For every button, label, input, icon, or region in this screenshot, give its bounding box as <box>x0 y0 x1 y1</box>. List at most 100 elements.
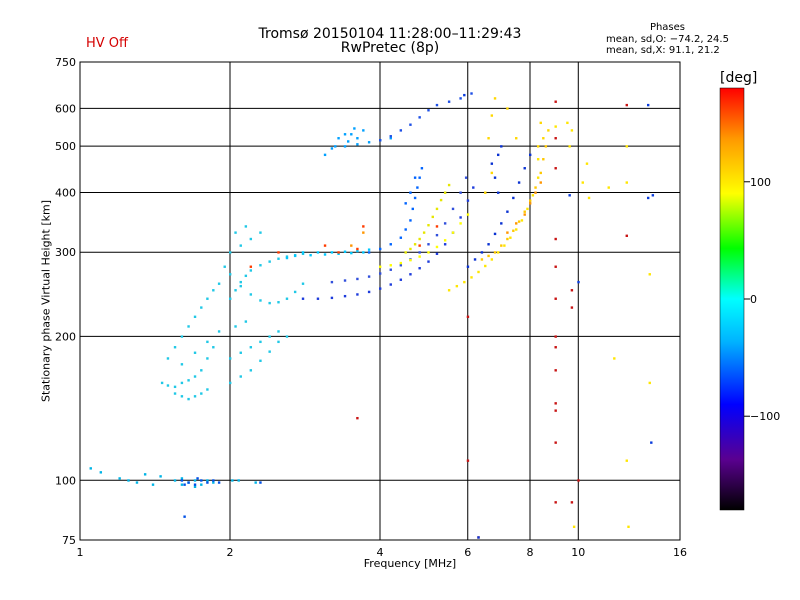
data-point <box>367 275 371 278</box>
data-point <box>570 306 574 309</box>
data-point <box>399 261 403 265</box>
data-point <box>529 199 532 202</box>
data-point <box>487 243 490 246</box>
data-point <box>180 335 184 338</box>
data-point <box>173 479 177 482</box>
data-point <box>259 231 262 234</box>
data-point <box>496 191 500 194</box>
data-point <box>353 127 356 130</box>
hv-status-label: HV Off <box>86 36 128 51</box>
data-point <box>206 481 209 484</box>
data-point <box>389 268 392 271</box>
data-point <box>409 247 412 251</box>
chart-points <box>89 92 655 539</box>
phase-stats: Phases mean, sd,O: −74.2, 24.5 mean, sd,… <box>606 22 729 57</box>
data-point <box>183 515 186 518</box>
data-point <box>350 244 353 247</box>
data-point <box>323 153 327 157</box>
data-point <box>500 222 503 225</box>
data-point <box>493 232 497 236</box>
data-point <box>463 93 466 97</box>
data-point <box>143 473 147 476</box>
data-point <box>554 441 557 444</box>
data-point <box>409 273 412 276</box>
data-point <box>523 213 526 216</box>
data-point <box>459 191 462 194</box>
x-tick-label: 10 <box>571 546 585 559</box>
data-point <box>389 243 392 246</box>
data-point <box>422 231 426 234</box>
data-point <box>625 145 628 148</box>
data-point <box>466 265 470 268</box>
data-point <box>166 357 170 360</box>
data-point <box>160 381 164 385</box>
data-point <box>239 375 242 378</box>
data-point <box>487 254 490 258</box>
data-point <box>379 265 382 268</box>
colorbar-tick-label: 100 <box>750 176 771 189</box>
y-tick-label: 500 <box>55 140 76 153</box>
y-tick-label: 75 <box>62 534 76 547</box>
data-point <box>566 121 569 125</box>
data-point <box>389 283 392 286</box>
data-point <box>470 276 473 279</box>
data-point <box>515 137 518 140</box>
data-point <box>135 481 139 484</box>
data-point <box>443 191 447 194</box>
data-point <box>127 479 130 482</box>
data-point <box>212 289 215 292</box>
colorbar-tick-label: 0 <box>750 293 757 306</box>
data-point <box>577 479 580 482</box>
data-point <box>490 114 494 117</box>
colorbar-tick-label: −100 <box>750 410 780 423</box>
data-point <box>447 183 451 187</box>
data-point <box>239 351 242 354</box>
data-point <box>523 210 526 213</box>
chart-grid <box>80 62 680 540</box>
data-point <box>625 103 628 107</box>
data-point <box>334 145 337 148</box>
data-point <box>193 483 197 486</box>
data-point <box>244 320 248 323</box>
data-point <box>99 471 103 474</box>
data-point <box>418 116 421 119</box>
data-point <box>389 264 392 267</box>
data-point <box>413 176 417 179</box>
data-point <box>399 264 403 267</box>
phase-stats-heading: Phases <box>649 22 686 33</box>
data-point <box>529 202 532 205</box>
data-point <box>490 171 494 175</box>
data-point <box>418 251 421 254</box>
data-point <box>343 133 347 136</box>
data-point <box>206 297 209 300</box>
data-point <box>346 140 350 143</box>
data-point <box>200 369 203 372</box>
data-point <box>293 254 297 258</box>
data-point <box>379 139 382 142</box>
data-point <box>249 269 253 272</box>
data-point <box>183 483 186 486</box>
data-point <box>443 239 447 242</box>
data-point <box>443 222 447 225</box>
data-point <box>487 137 490 140</box>
data-point <box>316 297 320 300</box>
data-point <box>330 251 334 254</box>
data-point <box>399 278 403 281</box>
y-tick-label: 300 <box>55 246 76 259</box>
data-point <box>217 330 221 333</box>
data-point <box>337 252 340 256</box>
data-point <box>490 162 494 165</box>
data-point <box>212 481 215 484</box>
data-point <box>356 137 359 140</box>
data-point <box>554 346 557 349</box>
data-point <box>542 137 545 140</box>
data-point <box>544 145 548 148</box>
data-point <box>427 260 430 263</box>
data-point <box>254 481 257 484</box>
x-tick-label: 8 <box>527 546 534 559</box>
data-point <box>613 357 616 360</box>
colorbar-ticks: 100 0 −100 <box>744 176 780 423</box>
data-point <box>646 196 650 200</box>
x-tick-labels: 1 2 4 6 8 10 16 <box>77 546 688 559</box>
